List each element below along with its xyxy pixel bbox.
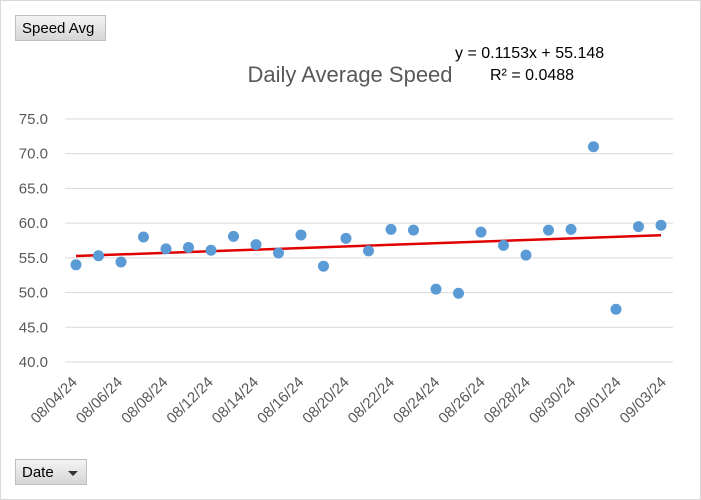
data-point [250,239,262,251]
y-tick-label: 60.0 [19,215,48,232]
x-tick-label: 08/28/24 [481,374,534,427]
x-tick-label: 08/08/24 [118,374,171,427]
data-point [385,223,397,235]
data-point [183,241,194,253]
date-field-button[interactable]: Date [15,459,87,485]
y-tick-label: 75.0 [19,111,48,128]
data-point [543,224,554,236]
y-tick-label: 40.0 [19,354,48,371]
x-tick-label: 08/24/24 [390,374,443,427]
data-point [160,243,172,255]
data-point [295,229,307,241]
data-point [430,283,442,295]
data-point [633,221,644,233]
y-tick-label: 65.0 [19,180,48,197]
x-tick-label: 09/03/24 [617,374,670,427]
x-tick-label: 08/12/24 [163,374,216,427]
date-field-label: Date [22,464,54,481]
x-tick-label: 09/01/24 [571,374,624,427]
x-tick-label: 08/20/24 [299,374,352,427]
y-tick-label: 70.0 [19,146,48,163]
y-tick-label: 45.0 [19,319,48,336]
x-tick-label: 08/16/24 [254,374,307,427]
data-point [655,219,667,231]
data-point [363,245,374,257]
trendline-r-squared: R² = 0.0488 [490,67,575,84]
speed-avg-field-button[interactable]: Speed Avg [15,15,106,41]
data-point [115,256,127,268]
data-point [138,231,149,243]
x-tick-label: 08/06/24 [73,374,126,427]
trendline-equation: y = 0.1153x + 55.148 [455,45,605,62]
data-point [588,141,599,153]
x-tick-label: 08/26/24 [435,374,488,427]
data-point [228,230,239,242]
x-tick-label: 08/22/24 [345,374,398,427]
chart-title: Daily Average Speed [247,62,453,87]
data-point [93,250,104,262]
data-point [453,287,464,299]
data-point [340,232,352,244]
y-tick-label: 50.0 [19,285,48,302]
x-tick-label: 08/04/24 [28,374,81,427]
data-point [70,259,82,271]
dropdown-arrow-icon[interactable] [68,471,78,476]
data-point [565,223,577,235]
data-point [318,260,329,272]
y-tick-label: 55.0 [19,250,48,267]
data-point [610,303,622,315]
x-tick-label: 08/14/24 [209,374,262,427]
data-point [408,224,419,236]
data-point [498,239,509,251]
data-point [205,244,217,256]
data-point [475,226,487,238]
x-tick-label: 08/30/24 [526,374,579,427]
data-point [273,247,284,259]
data-point [520,249,532,261]
